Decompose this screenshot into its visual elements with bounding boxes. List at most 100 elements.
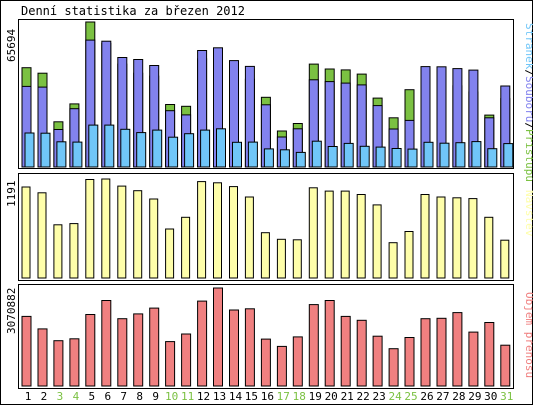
visits-bar: 4: 655 bbox=[69, 223, 79, 279]
legend-files-label: Souborů bbox=[523, 76, 533, 122]
day-label: 23 bbox=[372, 390, 385, 403]
volume-bar: 8: 2260000 bbox=[133, 313, 144, 387]
pages-bar: 16: 8200 bbox=[263, 148, 274, 168]
volume-bar: 2: 1790000 bbox=[37, 328, 48, 387]
day-label: 16 bbox=[261, 390, 274, 403]
visits-bar: 15: 975 bbox=[244, 196, 254, 279]
day-label: 9 bbox=[152, 390, 159, 403]
volume-bar: 26: 2110000 bbox=[420, 318, 431, 387]
pages-bar: 6: 19000 bbox=[104, 124, 115, 168]
visits-bar: 1: 1095 bbox=[21, 186, 31, 279]
visits-bar: 3: 640 bbox=[53, 224, 63, 279]
pages-bar: 11: 15100 bbox=[184, 133, 195, 168]
requests-legend: Stránek/Souborů/Přístupů bbox=[523, 23, 533, 182]
pages-bar: 23: 9000 bbox=[375, 146, 386, 168]
visits-bar: 25: 560 bbox=[404, 231, 414, 279]
volume-bar: 6: 2680000 bbox=[101, 300, 112, 387]
volume-bar: 13: 3070882 bbox=[213, 287, 223, 387]
visits-bar: 28: 965 bbox=[452, 197, 462, 279]
volume-bar: 12: 2660000 bbox=[197, 300, 208, 387]
pages-bar: 8: 15600 bbox=[136, 132, 147, 168]
day-label: 8 bbox=[136, 390, 143, 403]
day-label: 26 bbox=[420, 390, 433, 403]
visits-bar: 20: 1045 bbox=[324, 190, 334, 279]
day-label: 22 bbox=[356, 390, 369, 403]
volume-bar: 31: 1280000 bbox=[500, 344, 511, 387]
pages-bar: 26: 11200 bbox=[423, 141, 434, 168]
day-label: 21 bbox=[341, 390, 354, 403]
visits-bar: 10: 590 bbox=[165, 228, 175, 279]
day-label: 28 bbox=[452, 390, 465, 403]
pages-bar: 19: 11700 bbox=[311, 140, 322, 168]
day-label: 5 bbox=[88, 390, 95, 403]
visits-bar: 6: 1191 bbox=[101, 178, 111, 279]
legend-access-label: Přístupů bbox=[523, 129, 533, 182]
pages-bar: 13: 17300 bbox=[216, 128, 226, 168]
volume-bars: 1: 2180000 2: 1790000 3: 1420000 4: 1480000… bbox=[21, 287, 511, 387]
pages-bar: 9: 16700 bbox=[152, 129, 163, 168]
volume-bar: 4: 1480000 bbox=[69, 338, 80, 387]
requests-bars: 1: 450001: 365001: 154002: 425002: 36200… bbox=[21, 21, 514, 168]
day-label: 29 bbox=[468, 390, 481, 403]
day-label: 12 bbox=[197, 390, 210, 403]
volume-bar: 7: 2110000 bbox=[117, 318, 128, 387]
pages-bar: 27: 10800 bbox=[439, 142, 450, 168]
legend-pages-label: Stránek bbox=[523, 23, 533, 70]
day-label: 31 bbox=[500, 390, 513, 403]
pages-bar: 31: 10600 bbox=[503, 143, 514, 168]
day-label: 30 bbox=[484, 390, 497, 403]
visits-bar: 31: 455 bbox=[500, 239, 510, 279]
pages-bar: 29: 11500 bbox=[471, 141, 482, 168]
visits-bars: 1: 1095 2: 1025 3: 640 4: 655 5: 1185 6: 1191… bbox=[21, 178, 510, 279]
volume-bar: 22: 2060000 bbox=[356, 319, 367, 387]
day-label: 4 bbox=[73, 390, 80, 403]
visits-bar: 18: 460 bbox=[292, 239, 302, 279]
day-label: 27 bbox=[436, 390, 449, 403]
pages-bar: 18: 6600 bbox=[295, 151, 306, 168]
visits-bar: 22: 1005 bbox=[356, 194, 366, 279]
day-label: 7 bbox=[120, 390, 127, 403]
visits-bar: 11: 730 bbox=[181, 216, 191, 279]
day-label: 6 bbox=[104, 390, 111, 403]
volume-panel-frame bbox=[18, 284, 514, 389]
pages-bar: 5: 19000 bbox=[88, 124, 99, 168]
visits-bar: 13: 1145 bbox=[213, 182, 222, 279]
day-label: 3 bbox=[57, 390, 64, 403]
volume-bar: 14: 2380000 bbox=[229, 309, 239, 387]
visits-legend-label: Návštěv bbox=[523, 190, 533, 237]
legend-separator: / bbox=[523, 122, 533, 129]
day-label: 17 bbox=[277, 390, 290, 403]
volume-bar: 10: 1390000 bbox=[165, 341, 176, 387]
day-label: 20 bbox=[325, 390, 338, 403]
volume-bar: 27: 2120000 bbox=[436, 317, 447, 387]
day-label: 24 bbox=[388, 390, 402, 403]
visits-bar: 14: 1100 bbox=[229, 186, 238, 279]
chart-title: Denní statistika za březen 2012 bbox=[21, 4, 245, 18]
volume-bar: 17: 1240000 bbox=[276, 345, 287, 387]
volume-bar: 11: 1630000 bbox=[181, 333, 192, 387]
visits-bar: 23: 880 bbox=[372, 204, 382, 279]
volume-bar: 30: 1990000 bbox=[484, 322, 495, 387]
day-label: 2 bbox=[41, 390, 48, 403]
day-label: 15 bbox=[245, 390, 258, 403]
visits-bar: 7: 1105 bbox=[117, 185, 127, 279]
day-label: 25 bbox=[404, 390, 417, 403]
visits-bar: 17: 465 bbox=[276, 238, 286, 279]
pages-bar: 3: 11400 bbox=[56, 141, 67, 168]
pages-bar: 22: 9400 bbox=[359, 145, 370, 168]
volume-bar: 3: 1420000 bbox=[53, 340, 64, 387]
pages-bar: 12: 16700 bbox=[200, 129, 211, 168]
day-label: 10 bbox=[165, 390, 178, 403]
visits-bar: 5: 1185 bbox=[85, 179, 95, 279]
volume-max-label: 3070882 bbox=[5, 288, 18, 334]
volume-bar: 24: 1170000 bbox=[388, 348, 399, 387]
visits-bar: 2: 1025 bbox=[37, 192, 47, 279]
visits-bar: 12: 1160 bbox=[197, 181, 207, 279]
volume-legend-label: Objem přenosu bbox=[523, 292, 533, 378]
pages-bar: 15: 11300 bbox=[247, 141, 258, 168]
volume-bar: 20: 2680000 bbox=[324, 300, 335, 387]
day-label: 19 bbox=[309, 390, 322, 403]
day-label: 18 bbox=[293, 390, 306, 403]
